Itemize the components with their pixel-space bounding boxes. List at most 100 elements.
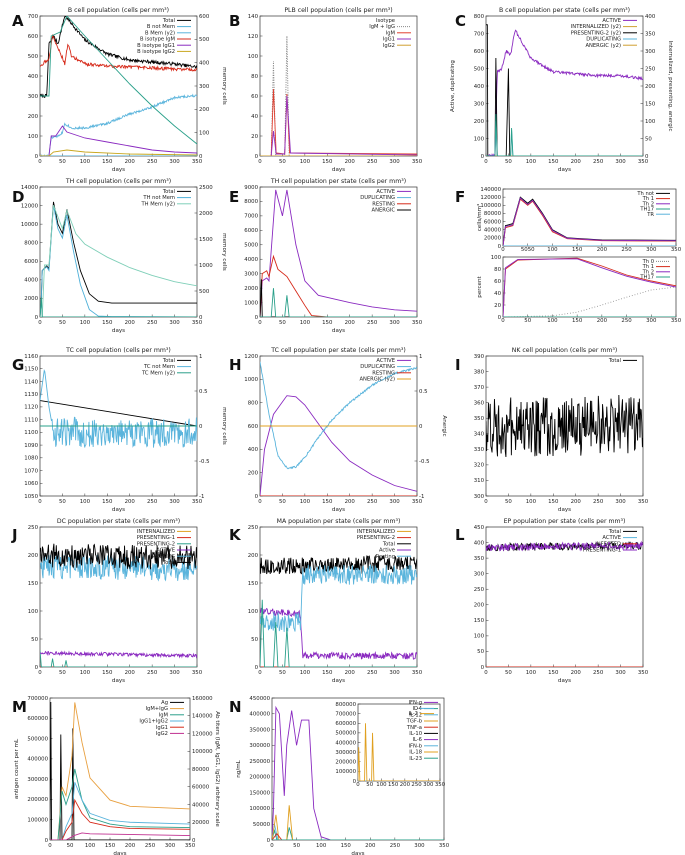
x-tick-label: 300 xyxy=(389,499,400,505)
x-tick-label: 300 xyxy=(423,782,434,788)
legend-label: Resting xyxy=(376,554,395,560)
legend-header: Isotype xyxy=(376,18,395,24)
y-tick-label: 2000 xyxy=(244,286,258,292)
x-tick-label: 150 xyxy=(548,159,559,165)
y-tick-label: 100000 xyxy=(249,806,270,812)
x-tick-label: 300 xyxy=(414,843,425,849)
x-tick-label: 250 xyxy=(621,247,632,253)
y-tick-label: 400 xyxy=(248,447,259,453)
x-tick-label: 250 xyxy=(367,159,378,165)
x-tick-label: 50 xyxy=(293,843,300,849)
y2-tick-label: 80000 xyxy=(192,767,210,773)
y2-tick-label: 600 xyxy=(199,14,210,20)
x-tick-label: 300 xyxy=(169,159,180,165)
y2-tick-label: 300 xyxy=(199,84,210,90)
series-group xyxy=(40,543,197,667)
x-tick-label: 200 xyxy=(125,159,136,165)
x-tick-label: 0 xyxy=(484,159,488,165)
y-tick-label: 450000 xyxy=(249,696,270,702)
y-tick-label: 200 xyxy=(474,119,485,125)
legend-label: IL-23 xyxy=(409,756,422,762)
legend-label: Total xyxy=(608,529,621,535)
y-tick-label: 1090 xyxy=(24,443,38,449)
panel-e: E TH cell population per state (cells per… xyxy=(229,178,423,334)
legend-label: ACTIVE xyxy=(376,358,395,364)
series-group xyxy=(260,35,417,156)
legend-label: IgG2 xyxy=(383,43,395,49)
y2-tick-label: 50 xyxy=(645,136,652,142)
x-tick-label: 250 xyxy=(390,843,401,849)
panel-letter: G xyxy=(12,356,24,374)
series-line-unnamed-4 xyxy=(260,288,417,317)
y-tick-label: 1140 xyxy=(24,379,38,385)
y2-tick-label: 250 xyxy=(645,66,656,72)
x-tick-label: 0 xyxy=(38,159,42,165)
y-tick-label: 200000 xyxy=(27,797,48,803)
panel-n: N0 50 100 150 200 250 300 350050000100000150000… xyxy=(229,696,450,855)
x-tick-label: 250 xyxy=(593,670,604,676)
legend-label: TH Mem (y2) xyxy=(140,201,175,207)
legend-label: RESTING xyxy=(152,554,175,560)
y-tick-label: 60 xyxy=(251,94,258,100)
series-line-anergic xyxy=(260,279,417,317)
series-line-b-isotype-igg2 xyxy=(40,149,197,156)
legend-label: ACTIVE xyxy=(602,18,621,24)
x-tick-label: 50 xyxy=(67,843,74,849)
y-tick-label: 250000 xyxy=(249,759,270,765)
x-tick-label: 250 xyxy=(593,159,604,165)
y-tick-label: 4000 xyxy=(24,278,38,284)
y-tick-label: 310 xyxy=(474,478,485,484)
y-tick-label: 200 xyxy=(28,553,39,559)
legend-label: TC Mem (y2) xyxy=(141,370,175,376)
y-tick-label: 600000 xyxy=(335,721,356,727)
y-tick-label: 1100 xyxy=(24,430,38,436)
y-axis-label: antigen count per mL xyxy=(14,738,20,799)
legend-label: IL-2 xyxy=(408,711,418,717)
y-tick-label: 5000 xyxy=(244,243,258,249)
y-tick-label: 1120 xyxy=(24,405,38,411)
y-tick-label: 250 xyxy=(28,525,39,531)
series-line-active xyxy=(486,29,643,156)
x-tick-label: 150 xyxy=(102,320,113,326)
series-line-b-isotype-igm xyxy=(40,34,197,72)
y-tick-label: 80 xyxy=(251,74,258,80)
panel-letter: L xyxy=(455,526,465,544)
x-tick-label: 50 xyxy=(279,320,286,326)
panel-f2: 0 50 100 150 200 250 300 350020406080100percent… xyxy=(477,255,682,324)
legend-label: Th 0 xyxy=(642,259,654,265)
series-line-igm xyxy=(50,768,190,840)
y-tick-label: 10000 xyxy=(21,222,39,228)
y-tick-label: 150 xyxy=(474,618,485,624)
x-tick-label: 250 xyxy=(147,499,158,505)
y-tick-label: 1000 xyxy=(244,300,258,306)
y-tick-label: 100 xyxy=(474,634,485,640)
panel-letter: D xyxy=(12,188,24,206)
y-tick-label: 50 xyxy=(477,649,484,655)
legend-label: IL-18 xyxy=(409,750,422,756)
series-line-igm-igg xyxy=(50,702,190,840)
x-tick-label: 150 xyxy=(548,670,559,676)
legend-label: Th 1 xyxy=(642,196,654,202)
y2-tick-label: 0 xyxy=(645,154,649,160)
y-tick-label: 100 xyxy=(28,609,39,615)
y-axis-label: Active, duplicating xyxy=(450,60,456,112)
y-tick-label: 0 xyxy=(35,154,39,160)
legend-label: TGF-b xyxy=(406,719,423,725)
series-line-unnamed-3 xyxy=(40,297,197,317)
y-tick-label: 150000 xyxy=(249,790,270,796)
x-tick-label: 150 xyxy=(102,670,113,676)
legend-label: Th 1 xyxy=(642,264,654,270)
legend-label: DUPLICATING xyxy=(360,364,395,370)
x-tick-label: 250 xyxy=(593,499,604,505)
series-group xyxy=(486,24,643,156)
legend-label: IgM + IgG xyxy=(369,24,395,30)
x-tick-label: 250 xyxy=(621,318,632,324)
x-tick-label: 200 xyxy=(400,782,411,788)
x-tick-label: 200 xyxy=(345,670,356,676)
legend-label: IFN-g xyxy=(408,700,422,706)
x-axis-label: days xyxy=(332,678,345,684)
series-group xyxy=(40,16,197,156)
y-tick-label: 6000 xyxy=(244,228,258,234)
x-tick-label: 200 xyxy=(571,499,582,505)
